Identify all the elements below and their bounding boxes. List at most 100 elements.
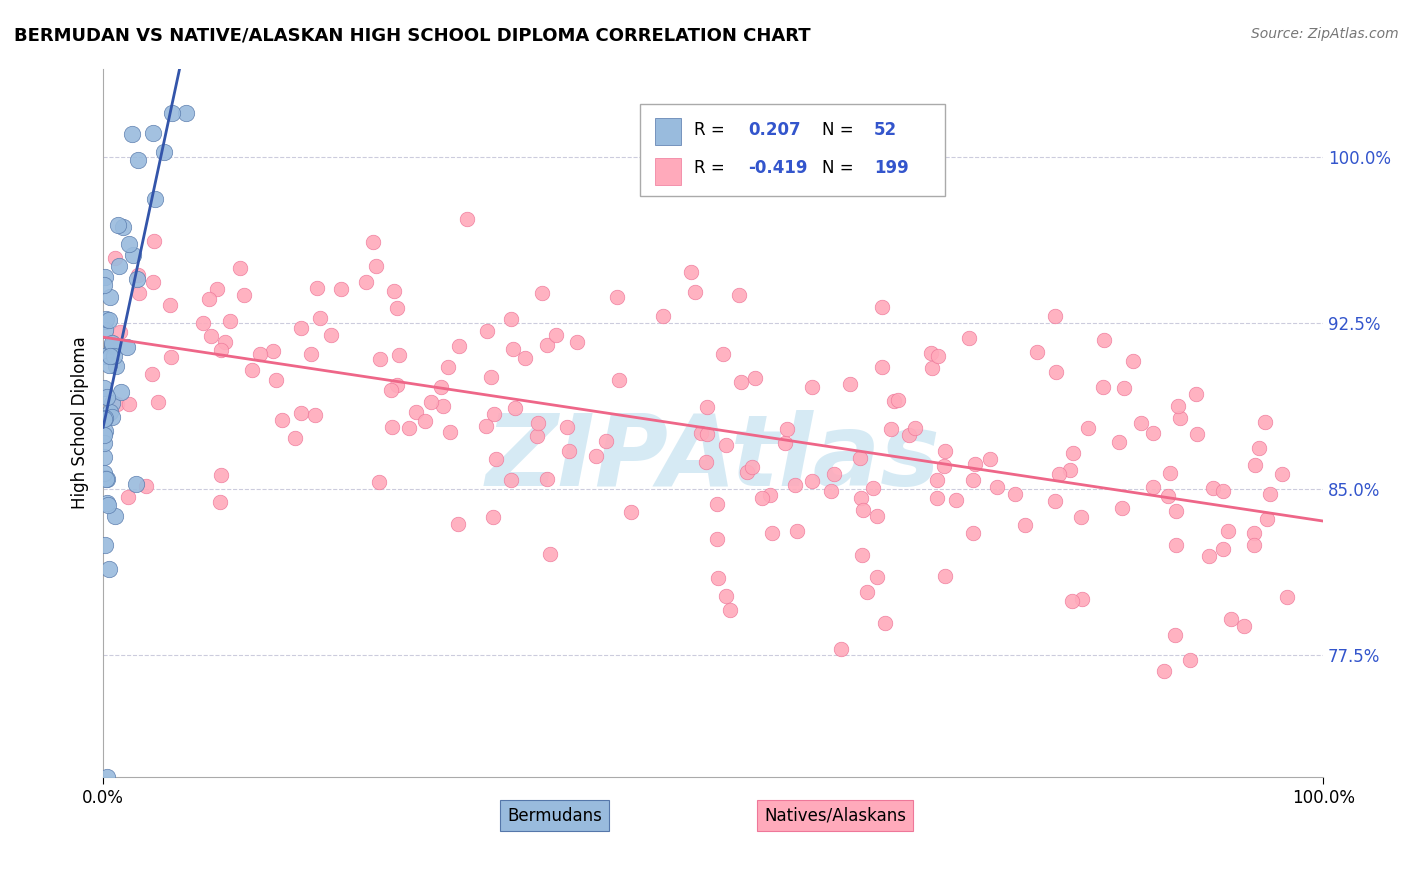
Point	[1166, 504, 1188, 518]
Point	[1045, 365, 1067, 379]
Point	[730, 375, 752, 389]
Point	[934, 568, 956, 582]
Point	[904, 420, 927, 434]
Point	[107, 397, 129, 411]
Point	[209, 468, 232, 483]
Point	[127, 268, 149, 282]
Point	[121, 248, 143, 262]
Point	[1043, 494, 1066, 508]
Point	[96, 496, 118, 510]
Point	[823, 467, 845, 481]
Point	[93, 412, 115, 426]
Point	[1256, 512, 1278, 526]
Point	[565, 334, 588, 349]
Point	[1216, 524, 1239, 538]
Point	[290, 321, 312, 335]
Point	[101, 339, 124, 353]
Point	[117, 490, 139, 504]
Point	[354, 275, 377, 289]
Point	[695, 455, 717, 469]
Text: BERMUDAN VS NATIVE/ALASKAN HIGH SCHOOL DIPLOMA CORRELATION CHART: BERMUDAN VS NATIVE/ALASKAN HIGH SCHOOL D…	[14, 27, 811, 45]
Point	[1178, 653, 1201, 667]
Point	[1129, 416, 1152, 430]
Point	[482, 510, 505, 524]
Point	[751, 491, 773, 506]
Point	[1187, 426, 1209, 441]
Point	[381, 420, 404, 434]
Point	[153, 145, 176, 160]
Point	[363, 235, 385, 249]
Point	[125, 477, 148, 491]
Point	[262, 344, 284, 359]
Point	[1060, 593, 1083, 607]
Point	[94, 538, 117, 552]
Point	[485, 451, 508, 466]
Point	[530, 286, 553, 301]
Point	[897, 428, 920, 442]
Point	[127, 153, 149, 167]
Point	[219, 314, 242, 328]
Point	[1142, 480, 1164, 494]
Point	[160, 105, 183, 120]
Point	[101, 336, 124, 351]
Point	[501, 311, 523, 326]
Point	[319, 328, 342, 343]
Point	[652, 309, 675, 323]
Point	[477, 324, 499, 338]
Point	[1249, 441, 1271, 455]
Point	[1159, 466, 1181, 480]
Text: N =: N =	[821, 120, 859, 139]
Point	[142, 126, 165, 140]
Point	[1108, 435, 1130, 450]
Point	[96, 471, 118, 485]
Point	[1219, 612, 1241, 626]
Point	[128, 285, 150, 300]
Point	[96, 770, 118, 784]
Point	[965, 457, 987, 471]
Point	[1243, 525, 1265, 540]
Point	[475, 419, 498, 434]
Point	[1212, 542, 1234, 557]
Point	[98, 350, 121, 364]
Point	[706, 497, 728, 511]
Point	[707, 572, 730, 586]
Point	[852, 503, 875, 517]
Point	[962, 526, 984, 541]
Point	[761, 526, 783, 541]
Point	[851, 548, 873, 562]
Point	[1258, 487, 1281, 501]
Point	[447, 516, 470, 531]
Point	[364, 259, 387, 273]
Point	[205, 282, 228, 296]
Point	[1233, 619, 1256, 633]
Point	[744, 370, 766, 384]
Point	[883, 394, 905, 409]
Point	[979, 451, 1001, 466]
Point	[370, 351, 392, 366]
Point	[111, 220, 134, 235]
Point	[1142, 426, 1164, 441]
Point	[264, 373, 287, 387]
Point	[191, 316, 214, 330]
Point	[104, 509, 127, 524]
Text: Source: ZipAtlas.com: Source: ZipAtlas.com	[1251, 27, 1399, 41]
Point	[214, 335, 236, 350]
Point	[118, 236, 141, 251]
Point	[538, 547, 561, 561]
Point	[866, 570, 889, 584]
Point	[200, 329, 222, 343]
Point	[388, 348, 411, 362]
Point	[93, 450, 115, 464]
Point	[96, 390, 118, 404]
Point	[270, 413, 292, 427]
Point	[856, 585, 879, 599]
Point	[820, 483, 842, 498]
Point	[94, 471, 117, 485]
Point	[439, 425, 461, 440]
Text: 0.207: 0.207	[748, 120, 801, 139]
Point	[862, 481, 884, 495]
Point	[1062, 446, 1084, 460]
Point	[97, 358, 120, 372]
Point	[98, 290, 121, 304]
Point	[449, 339, 471, 353]
